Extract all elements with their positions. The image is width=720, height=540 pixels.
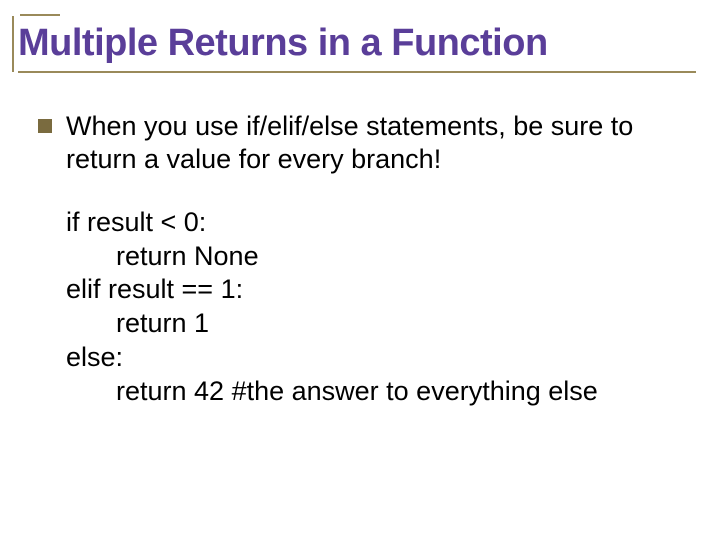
bullet-item: When you use if/elif/else statements, be… (38, 110, 680, 176)
slide-content: When you use if/elif/else statements, be… (38, 110, 680, 408)
code-line: if result < 0: (66, 206, 680, 240)
code-line: return None (66, 240, 680, 274)
code-block: if result < 0: return None elif result =… (66, 206, 680, 409)
title-rule-bottom (18, 71, 696, 73)
title-region: Multiple Returns in a Function (18, 14, 696, 73)
slide-title: Multiple Returns in a Function (18, 18, 696, 71)
title-rule-top (20, 14, 60, 16)
square-bullet-icon (38, 119, 52, 133)
title-rule-left (12, 16, 14, 72)
code-line: return 1 (66, 307, 680, 341)
code-line: else: (66, 341, 680, 375)
code-line: elif result == 1: (66, 273, 680, 307)
code-line: return 42 #the answer to everything else (66, 375, 680, 409)
bullet-text: When you use if/elif/else statements, be… (66, 110, 680, 176)
